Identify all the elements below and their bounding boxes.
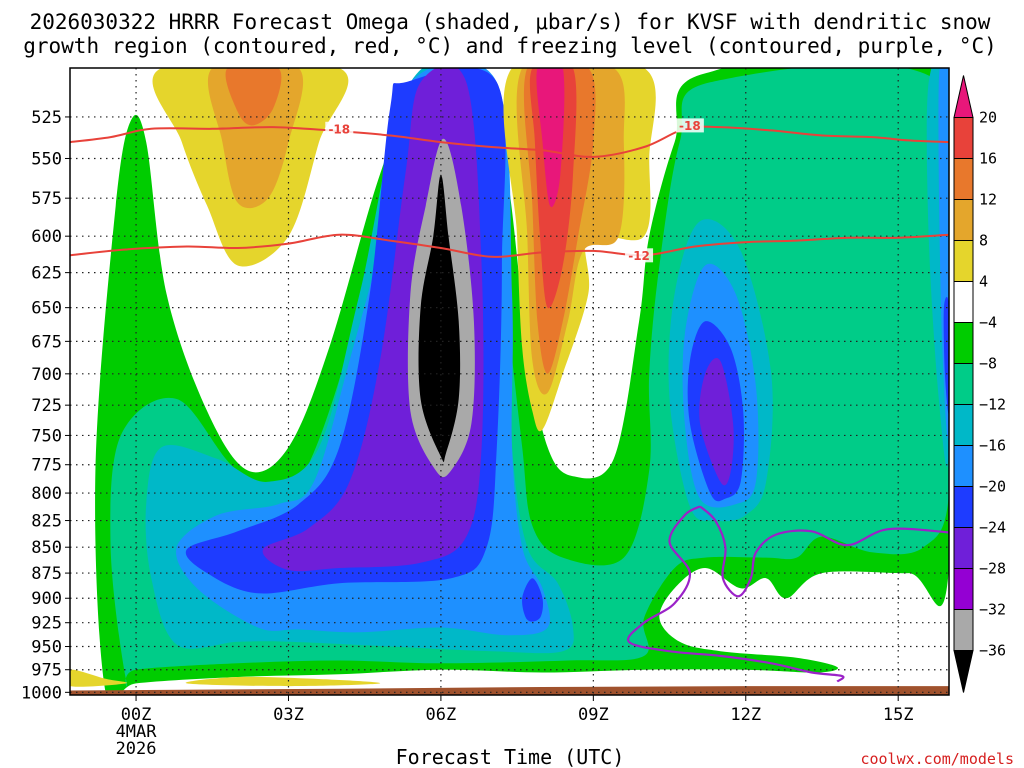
contour-label: -18 (328, 122, 350, 136)
y-tick-label: 1000 (21, 683, 62, 703)
colorbar-tick-label: −24 (979, 519, 1006, 537)
y-tick-label: 850 (31, 538, 62, 558)
y-tick-label: 875 (31, 564, 62, 584)
freezing-level-contour (626, 505, 845, 683)
omega-region-4c (70, 669, 128, 687)
y-tick-label: 775 (31, 456, 62, 476)
colorbar-swatch (953, 404, 974, 446)
colorbar-swatch (953, 609, 974, 651)
contour-label-bg (325, 121, 354, 136)
colorbar-swatch (953, 281, 974, 323)
colorbar-bottom-arrow (953, 650, 974, 693)
x-tick-label: 2026 (116, 739, 157, 759)
x-tick-label: 4MAR (116, 722, 158, 742)
y-tick-label: 625 (31, 264, 62, 284)
y-tick-label: 900 (31, 589, 62, 609)
omega-region-20 (536, 68, 565, 208)
x-tick-label: 09Z (578, 705, 609, 725)
plot-frame (69, 67, 950, 696)
y-tick-label: 675 (31, 332, 62, 352)
colorbar-tick-label: −32 (979, 601, 1006, 619)
y-tick-label: 925 (31, 614, 62, 634)
x-tick-label: 12Z (730, 705, 761, 725)
y-tick-label: 550 (31, 149, 62, 169)
colorbar: 20 16 12 8 4 −4 −8 −12 −16 −20 −24 −28 −32 −36 (953, 75, 1006, 693)
y-tick-label: 575 (31, 189, 62, 209)
y-tick-label: 825 (31, 512, 62, 532)
y-tick-label: 975 (31, 661, 62, 681)
omega-region--24b (522, 578, 544, 622)
chart-title-line-2: growth region (contoured, red, °C) and f… (23, 34, 997, 58)
dendritic-contour-0 (70, 125, 949, 158)
colorbar-swatch (953, 240, 974, 282)
x-tick-label: 06Z (426, 705, 457, 725)
x-tick-label: 00Z (121, 705, 152, 725)
y-tick-label: 950 (31, 638, 62, 658)
colorbar-swatch (953, 486, 974, 528)
colorbar-swatch (953, 568, 974, 610)
x-tick-label: 15Z (883, 705, 914, 725)
colorbar-tick-label: 8 (979, 232, 988, 250)
contour-label-bg (625, 248, 654, 263)
omega-region--24d (943, 297, 949, 414)
omega-region--36 (418, 174, 461, 463)
y-tick-label: 700 (31, 365, 62, 385)
colorbar-tick-label: −8 (979, 355, 997, 373)
contour-layer: -18 -18 -12 (70, 118, 949, 683)
colorbar-tick-label: −12 (979, 396, 1006, 414)
colorbar-swatch (953, 363, 974, 405)
colorbar-tick-label: 12 (979, 191, 997, 209)
colorbar-tick-label: −28 (979, 560, 1006, 578)
y-axis: 525 550 575 600 625 650 675 700 725 750 775 800 825 8… (21, 108, 70, 703)
freezing-level-contour (699, 505, 949, 598)
colorbar-tick-label: 16 (979, 150, 997, 168)
y-tick-label: 750 (31, 426, 62, 446)
colorbar-swatch (953, 527, 974, 569)
credit-text: coolwx.com/models (860, 750, 1014, 768)
omega-region-4d (185, 676, 381, 687)
x-tick-label: 03Z (273, 705, 304, 725)
y-tick-label: 725 (31, 396, 62, 416)
omega-shading-layer (70, 68, 949, 695)
colorbar-top-arrow (953, 75, 974, 118)
contour-label: -12 (628, 249, 650, 263)
colorbar-swatch (953, 158, 974, 200)
dendritic-contour-2 (70, 233, 949, 258)
colorbar-tick-label: −36 (979, 642, 1006, 660)
colorbar-swatch (953, 199, 974, 241)
colorbar-tick-label: −4 (979, 314, 997, 332)
grid-lines (70, 68, 949, 695)
y-tick-label: 525 (31, 108, 62, 128)
colorbar-tick-label: −20 (979, 478, 1006, 496)
colorbar-swatch (953, 445, 974, 487)
x-axis-label: Forecast Time (UTC) (396, 745, 625, 768)
omega-region--28b (699, 358, 734, 486)
contour-label-bg (675, 118, 704, 133)
colorbar-swatch (953, 322, 974, 364)
contour-label: -18 (679, 119, 701, 133)
omega-region-12 (225, 68, 282, 126)
colorbar-swatch (953, 117, 974, 159)
y-tick-label: 650 (31, 299, 62, 319)
colorbar-tick-label: 20 (979, 109, 997, 127)
chart-title-line-1: 2026030322 HRRR Forecast Omega (shaded, … (30, 10, 991, 34)
y-tick-label: 800 (31, 484, 62, 504)
terrain-ground (70, 686, 949, 695)
omega-region-8 (208, 68, 303, 209)
y-tick-label: 600 (31, 227, 62, 247)
colorbar-tick-label: −16 (979, 437, 1006, 455)
colorbar-tick-label: 4 (979, 273, 988, 291)
